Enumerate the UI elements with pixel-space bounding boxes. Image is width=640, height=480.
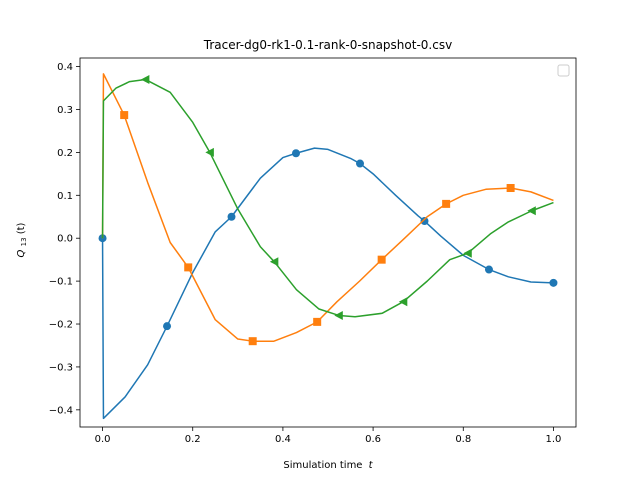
y-axis-label-main: Q — [16, 249, 27, 257]
data-point — [248, 337, 257, 346]
y-axis-label-sub: 13 — [20, 237, 28, 246]
x-tick-label: 0.0 — [95, 434, 111, 445]
data-point — [205, 147, 214, 157]
y-tick-label: 0.2 — [57, 148, 73, 159]
x-axis-label-text: Simulation time — [283, 460, 362, 471]
data-point — [120, 111, 129, 120]
data-point — [140, 74, 150, 84]
data-point — [163, 322, 172, 331]
x-tick-label: 0.6 — [365, 434, 381, 445]
x-tick-label: 0.8 — [455, 434, 471, 445]
plot-area — [98, 73, 558, 420]
y-tick-label: −0.3 — [49, 362, 73, 373]
y-tick-label: −0.4 — [49, 405, 73, 416]
x-axis-label-var: t — [369, 460, 374, 471]
data-point — [549, 278, 558, 287]
data-point — [269, 257, 279, 267]
data-point — [377, 255, 386, 264]
data-point — [334, 310, 343, 320]
legend-box — [557, 64, 570, 77]
x-tick-label: 1.0 — [546, 434, 562, 445]
y-tick-label: 0.3 — [57, 105, 73, 116]
series-1 — [101, 73, 554, 346]
y-axis-label-arg: (t) — [16, 222, 27, 234]
y-tick-label: −0.2 — [49, 320, 73, 331]
data-point — [506, 184, 515, 193]
data-point — [313, 317, 322, 326]
data-point — [442, 199, 451, 208]
series-2 — [101, 74, 554, 320]
data-point — [463, 248, 472, 258]
chart-title: Tracer-dg0-rk1-0.1-rank-0-snapshot-0.csv — [203, 38, 452, 52]
data-point — [227, 212, 236, 221]
y-tick-label: 0.4 — [57, 62, 73, 73]
data-point — [420, 217, 429, 226]
axes: 0.0 0.2 0.4 0.6 0.8 1.0 −0.4 −0.3 −0.2 −0.1 0.0 0.1… — [49, 57, 577, 445]
y-tick-label: 0.1 — [57, 191, 73, 202]
y-tick-label: 0.0 — [57, 234, 73, 245]
data-point — [398, 297, 408, 307]
data-point — [527, 206, 536, 216]
y-tick-label: −0.1 — [49, 277, 73, 288]
data-point — [291, 149, 300, 158]
x-tick-label: 0.2 — [185, 434, 201, 445]
data-point — [356, 159, 365, 168]
data-point — [484, 265, 493, 274]
x-tick-label: 0.4 — [275, 434, 291, 445]
y-axis-label: Q 13 (t) — [16, 222, 29, 257]
axes-frame — [79, 57, 577, 428]
data-point — [184, 263, 193, 272]
x-axis-label: Simulation time t — [283, 460, 373, 471]
